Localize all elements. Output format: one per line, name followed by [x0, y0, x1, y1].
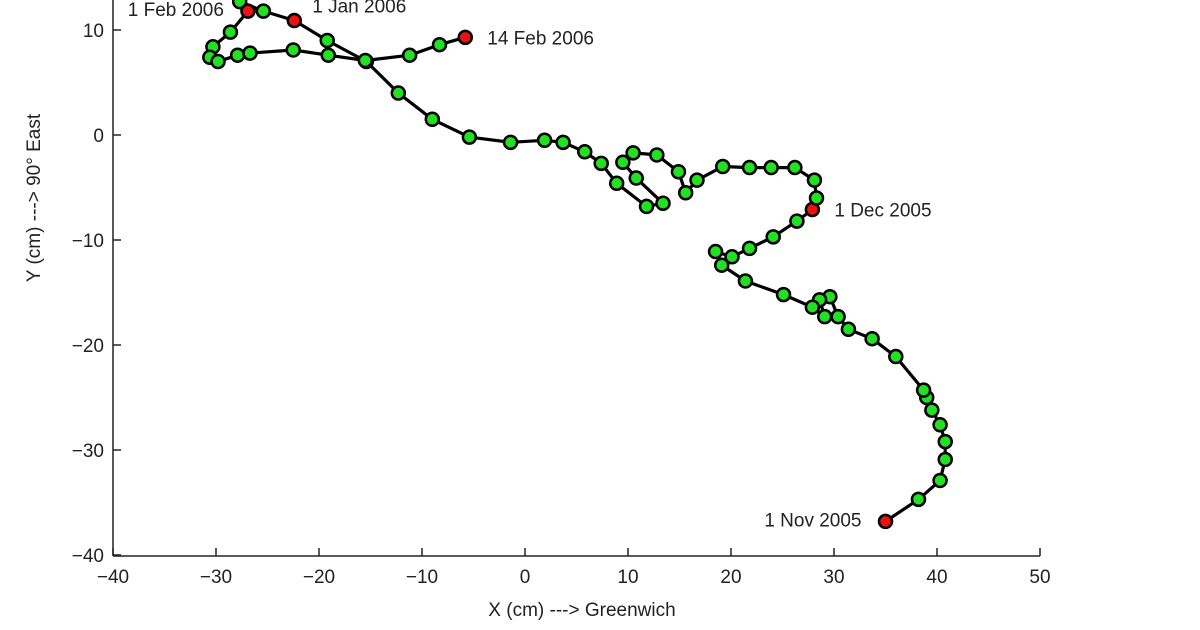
y-tick-label: −10: [72, 231, 104, 252]
axes: [112, 0, 1040, 557]
date-annotation: 1 Jan 2006: [312, 0, 406, 18]
data-point: [210, 53, 226, 70]
data-point: [937, 433, 953, 450]
data-point: [461, 129, 478, 145]
data-point: [765, 229, 781, 245]
data-point: [255, 3, 272, 19]
data-point: [431, 36, 448, 53]
data-point: [628, 170, 644, 186]
data-point: [608, 175, 625, 192]
data-point: [864, 330, 880, 347]
data-point: [787, 159, 803, 176]
data-point: [932, 417, 948, 433]
x-tick-label: −20: [303, 567, 335, 588]
y-tick-label: 10: [83, 21, 104, 42]
data-point: [707, 243, 724, 260]
ticks: −40 −30 −20 −10 0 10 20 30 40 50 −40 −30 −20 −10 0 10: [72, 21, 1051, 588]
data-point: [222, 24, 239, 40]
x-tick-label: 40: [926, 567, 947, 588]
data-point: [763, 159, 779, 176]
y-tick-label: −20: [72, 336, 104, 357]
x-tick-label: 10: [617, 567, 638, 588]
date-annotation: 14 Feb 2006: [487, 28, 594, 49]
y-axis-label: Y (cm) ---> 90° East: [24, 113, 45, 282]
date-annotation: 1 Dec 2005: [834, 201, 931, 222]
x-axis-label: X (cm) ---> Greenwich: [488, 600, 675, 621]
data-point: [670, 164, 687, 180]
data-point: [689, 172, 705, 188]
date-annotation: 1 Nov 2005: [764, 510, 861, 531]
x-tick-label: 50: [1029, 567, 1050, 588]
trajectory-line: [208, 0, 947, 523]
data-point: [804, 299, 821, 315]
data-point: [319, 32, 335, 49]
data-point: [741, 159, 758, 176]
data-point: [229, 47, 246, 63]
data-point: [775, 286, 792, 303]
data-point: [625, 145, 641, 161]
x-tick-label: 0: [520, 567, 531, 588]
data-point: [808, 190, 825, 206]
data-point: [390, 85, 407, 101]
data-point: [816, 308, 833, 325]
highlight-point: [286, 12, 303, 29]
highlight-point: [877, 513, 894, 530]
data-point: [649, 147, 665, 163]
data-point: [888, 348, 904, 365]
data-point: [655, 195, 671, 211]
data-point: [915, 382, 932, 398]
x-tick-label: 20: [720, 567, 741, 588]
data-point: [737, 273, 754, 289]
date-annotation: 1 Feb 2006: [128, 0, 224, 21]
trajectory: [202, 0, 953, 530]
y-tick-label: −30: [72, 441, 104, 462]
data-point: [677, 185, 694, 201]
data-point: [924, 402, 940, 418]
data-point: [536, 132, 553, 148]
highlight-point: [457, 29, 474, 46]
data-point: [615, 154, 631, 171]
x-tick-label: −30: [200, 567, 232, 588]
data-point: [401, 47, 418, 63]
data-point: [242, 45, 258, 61]
data-point: [713, 257, 730, 273]
data-point: [724, 249, 740, 265]
y-tick-label: 0: [93, 126, 104, 147]
data-point: [937, 451, 953, 468]
data-point: [806, 172, 823, 188]
data-point: [555, 134, 571, 151]
data-point: [320, 47, 337, 63]
y-tick-label: −40: [72, 546, 104, 567]
x-tick-label: 30: [823, 567, 844, 588]
data-point: [285, 42, 301, 58]
data-point: [424, 111, 441, 127]
data-point: [910, 491, 927, 508]
data-point: [576, 144, 593, 160]
x-tick-label: −40: [97, 567, 129, 588]
data-point: [502, 134, 519, 151]
data-point: [357, 52, 374, 69]
data-point: [741, 240, 758, 257]
annotations: 1 Nov 2005 1 Dec 2005 1 Jan 2006 1 Feb 2006…: [128, 0, 932, 531]
data-point: [715, 158, 731, 175]
data-point: [932, 472, 948, 489]
data-point: [830, 308, 846, 325]
data-point: [840, 321, 857, 337]
highlight-point: [240, 3, 256, 19]
data-point: [789, 213, 805, 229]
data-point: [593, 155, 609, 172]
data-point: [638, 198, 655, 215]
x-tick-label: −10: [406, 567, 438, 588]
